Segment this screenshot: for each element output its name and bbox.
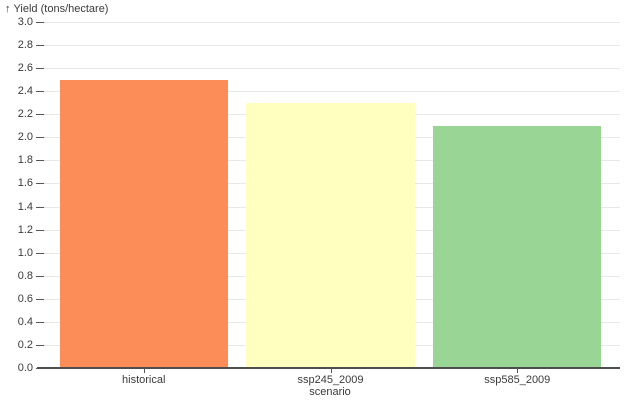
y-axis-title: ↑ Yield (tons/hectare)	[5, 3, 108, 15]
bar-ssp245_2009	[246, 102, 415, 368]
y-tick-mark	[36, 252, 44, 254]
y-tick-mark	[36, 68, 44, 70]
y-tick-label: 0.0	[17, 362, 33, 374]
y-tick-label: 0.6	[17, 292, 33, 305]
gridline	[41, 68, 620, 70]
up-arrow-icon: ↑	[5, 3, 11, 15]
x-tick-label-ssp245_2009: ssp245_2009	[297, 374, 364, 386]
y-tick-mark	[36, 22, 44, 23]
gridline	[41, 45, 620, 47]
x-tick-label-ssp585_2009: ssp585_2009	[484, 374, 551, 386]
y-axis-title-label: Yield (tons/hectare)	[13, 3, 109, 15]
gridline	[41, 22, 620, 23]
y-tick-mark	[36, 275, 44, 277]
y-tick-mark	[36, 137, 44, 139]
y-tick-label: 3.0	[17, 16, 33, 28]
y-tick-mark	[36, 298, 44, 300]
y-tick-label: 1.2	[17, 223, 33, 236]
y-tick-label: 2.8	[17, 39, 33, 52]
y-tick-mark	[36, 206, 44, 208]
y-tick-label: 1.4	[17, 200, 33, 213]
y-tick-mark	[36, 91, 44, 93]
bar-ssp585_2009	[433, 125, 602, 368]
y-tick-label: 2.6	[17, 62, 33, 75]
y-tick-mark	[36, 183, 44, 185]
y-tick-mark	[36, 344, 44, 346]
x-tick-mark	[517, 368, 519, 373]
y-tick-mark	[36, 114, 44, 116]
y-tick-label: 2.2	[17, 108, 33, 121]
y-tick-mark	[36, 229, 44, 231]
y-tick-label: 1.0	[17, 246, 33, 259]
y-tick-mark	[36, 45, 44, 47]
y-tick-label: 2.4	[17, 85, 33, 98]
y-tick-label: 0.4	[17, 315, 33, 328]
y-tick-label: 0.8	[17, 269, 33, 282]
y-tick-label: 1.8	[17, 154, 33, 167]
x-tick-mark	[143, 368, 145, 373]
x-tick-label-historical: historical	[122, 374, 166, 386]
y-tick-label: 1.6	[17, 177, 33, 190]
y-tick-label: 0.2	[17, 338, 33, 351]
x-axis-title: scenario	[309, 386, 351, 398]
y-tick-label: 2.0	[17, 131, 33, 144]
y-tick-mark	[36, 160, 44, 162]
y-tick-mark	[36, 321, 44, 323]
x-tick-mark	[330, 368, 332, 373]
x-axis-line	[37, 367, 620, 369]
gridline	[41, 91, 620, 93]
bar-historical	[59, 79, 228, 368]
